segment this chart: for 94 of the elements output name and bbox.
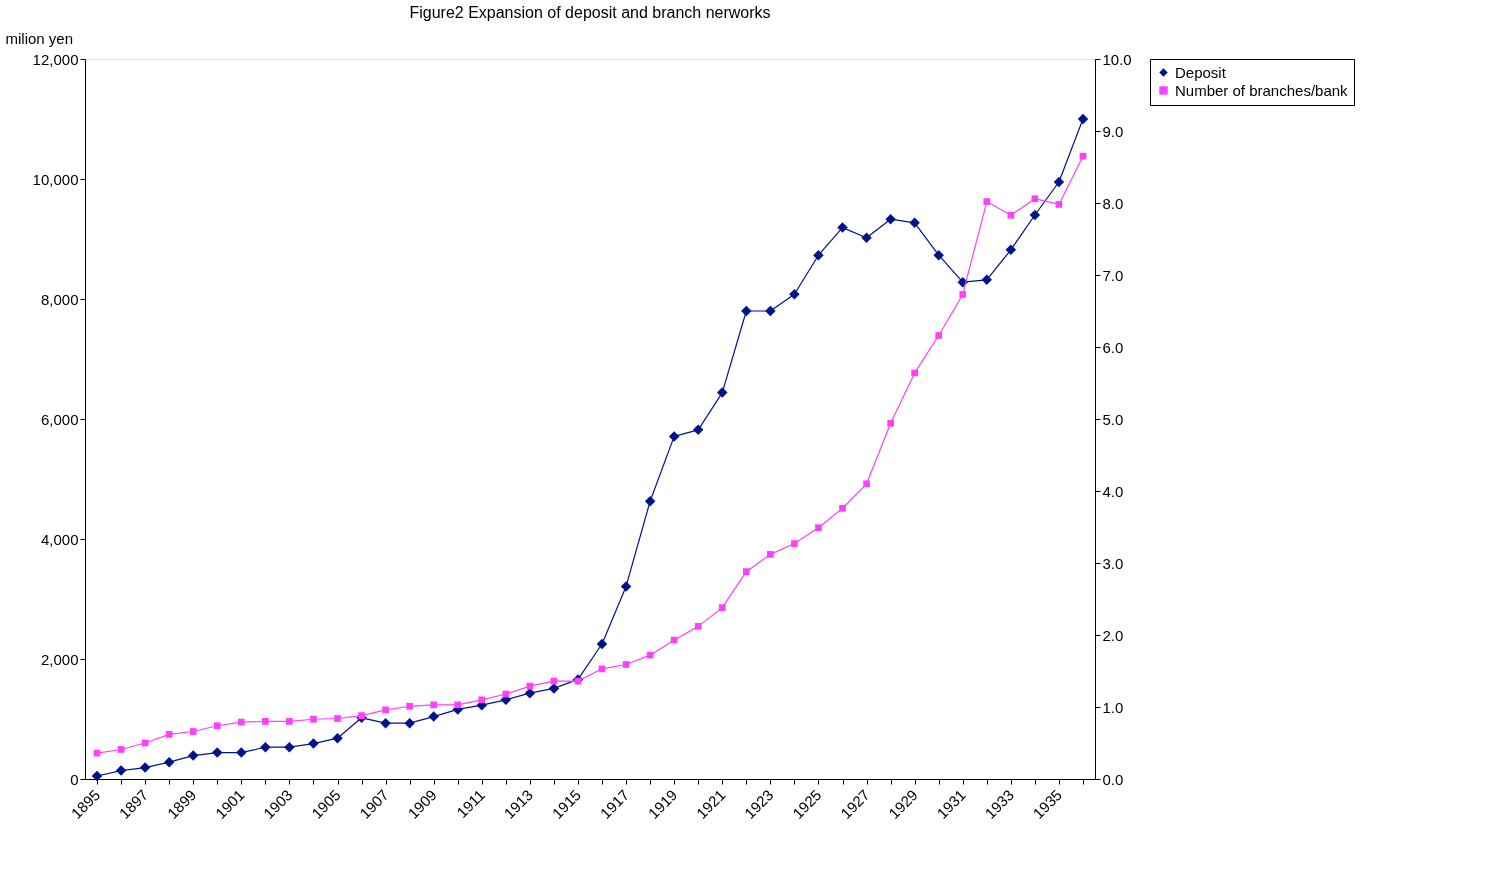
point bbox=[236, 747, 247, 758]
point bbox=[189, 728, 197, 735]
point bbox=[1055, 201, 1063, 208]
point bbox=[596, 638, 608, 650]
point bbox=[1031, 195, 1039, 203]
point bbox=[885, 213, 896, 225]
point bbox=[933, 249, 944, 261]
y2-tick-label: 2.0 bbox=[1102, 626, 1124, 644]
point bbox=[117, 746, 125, 753]
point bbox=[909, 217, 920, 229]
y-axis-title: milion yen bbox=[5, 29, 74, 47]
point bbox=[935, 332, 943, 339]
point bbox=[430, 701, 438, 709]
point bbox=[380, 717, 391, 729]
point bbox=[742, 568, 750, 575]
point bbox=[767, 551, 774, 558]
y-tick-label: 2,000 bbox=[40, 650, 79, 668]
y-tick-label: 4,000 bbox=[40, 530, 79, 548]
y-tick-label: 0 bbox=[70, 770, 79, 788]
point bbox=[332, 732, 343, 744]
point bbox=[115, 765, 127, 776]
point bbox=[139, 762, 151, 773]
point bbox=[839, 504, 846, 512]
point bbox=[911, 369, 918, 377]
point bbox=[620, 581, 632, 592]
y2-tick-label: 10.0 bbox=[1102, 50, 1132, 68]
y-tick-label: 10,000 bbox=[32, 170, 79, 188]
point bbox=[286, 718, 293, 725]
point bbox=[310, 715, 317, 723]
point bbox=[163, 756, 175, 768]
point bbox=[1053, 176, 1065, 188]
y2-tick-label: 9.0 bbox=[1102, 122, 1124, 140]
y2-tick-label: 4.0 bbox=[1102, 482, 1124, 500]
point bbox=[863, 480, 870, 488]
point bbox=[1077, 113, 1089, 125]
point bbox=[718, 604, 726, 611]
point bbox=[165, 731, 173, 738]
point bbox=[1029, 209, 1041, 221]
point bbox=[815, 524, 822, 532]
point bbox=[428, 711, 439, 722]
point bbox=[213, 722, 221, 730]
point bbox=[358, 712, 365, 719]
point bbox=[1007, 211, 1015, 219]
point bbox=[284, 741, 295, 753]
point bbox=[91, 770, 103, 782]
y2-tick-label: 1.0 bbox=[1102, 698, 1124, 716]
point bbox=[717, 387, 728, 398]
point bbox=[212, 747, 223, 758]
point bbox=[598, 665, 606, 673]
y2-tick-label: 3.0 bbox=[1102, 554, 1124, 572]
point bbox=[741, 305, 752, 317]
y2-tick-label: 8.0 bbox=[1102, 194, 1124, 212]
point bbox=[308, 738, 319, 749]
point bbox=[406, 702, 413, 710]
y-tick-label: 8,000 bbox=[40, 290, 79, 308]
point bbox=[404, 717, 415, 729]
point bbox=[765, 305, 776, 317]
point bbox=[861, 232, 872, 244]
y2-tick-label: 0.0 bbox=[1102, 770, 1124, 788]
point bbox=[382, 706, 389, 714]
point bbox=[548, 683, 560, 694]
y2-tick-label: 5.0 bbox=[1102, 410, 1124, 428]
y-tick-label: 6,000 bbox=[40, 410, 79, 428]
point bbox=[502, 690, 510, 698]
point bbox=[1079, 152, 1087, 160]
point bbox=[478, 696, 486, 704]
point bbox=[837, 222, 848, 233]
point bbox=[694, 623, 702, 630]
legend-label: Deposit bbox=[1175, 63, 1227, 81]
point bbox=[983, 198, 991, 205]
point bbox=[692, 424, 704, 436]
point bbox=[260, 741, 271, 753]
point bbox=[959, 291, 967, 298]
point bbox=[622, 661, 630, 668]
point bbox=[668, 431, 680, 442]
point bbox=[334, 715, 341, 722]
y2-tick-label: 7.0 bbox=[1102, 266, 1124, 284]
point bbox=[237, 718, 245, 726]
y2-tick-label: 6.0 bbox=[1102, 338, 1124, 356]
y-tick-label: 12,000 bbox=[32, 50, 79, 68]
chart-title: Figure2 Expansion of deposit and branch nerworks bbox=[409, 4, 771, 21]
point bbox=[670, 636, 678, 644]
point bbox=[887, 419, 894, 427]
point bbox=[789, 288, 800, 300]
point bbox=[791, 540, 798, 547]
point bbox=[454, 701, 462, 709]
point bbox=[262, 718, 269, 725]
point bbox=[813, 249, 824, 261]
point bbox=[187, 750, 199, 761]
point bbox=[646, 651, 654, 659]
point bbox=[981, 274, 993, 286]
legend-label: Number of branches/bank bbox=[1175, 81, 1349, 99]
point bbox=[1005, 244, 1017, 256]
point bbox=[644, 495, 656, 507]
